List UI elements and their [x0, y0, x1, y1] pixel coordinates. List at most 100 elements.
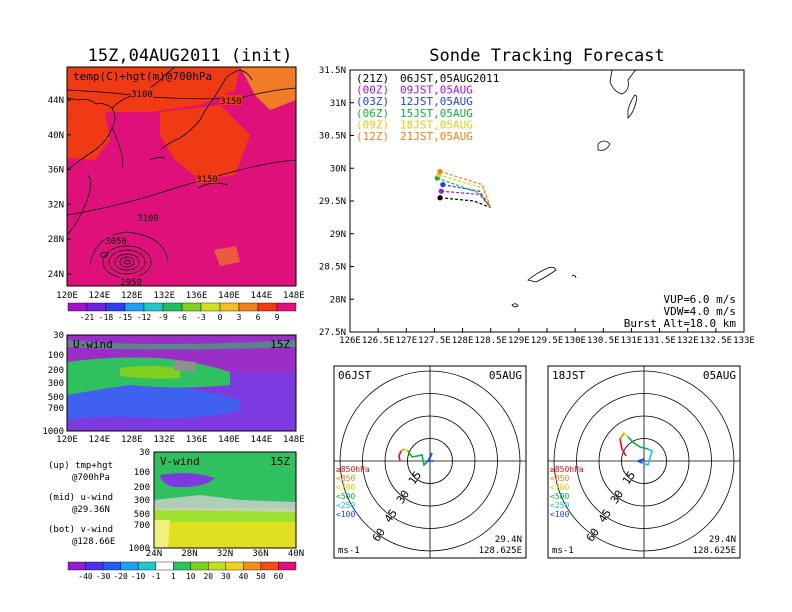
left-map-lon-tick: 148E: [283, 291, 305, 301]
uwind-lon-tick: 136E: [186, 435, 208, 445]
contour-label-6: 2950: [120, 278, 142, 288]
vwind-p-tick: 100: [134, 468, 150, 478]
uwind-lon-tick: 140E: [218, 435, 240, 445]
hodograph-time: 06JST: [338, 369, 371, 382]
param-vup-name: VUP=: [664, 293, 691, 306]
left-map-label: temp(C)+hgt(m)@700hPa: [73, 70, 212, 83]
temp-colorbar-label: -6: [177, 313, 187, 322]
vwind-gray-band: [154, 495, 296, 512]
hodograph-legend-item: <700: [336, 483, 355, 492]
track-legend-code: (09Z): [356, 118, 389, 131]
sonde-track-line: [441, 190, 492, 208]
track-lat-ticks: 31.5N 31N 30.5N 30N 29.5N 29N 28.5N 28N 27.5N: [319, 66, 354, 338]
temp-colorbar-label: 9: [275, 313, 280, 322]
hodograph-curve: [407, 450, 431, 467]
vwind-lat-tick: 36N: [252, 549, 268, 559]
left-map-contours: [66, 87, 297, 279]
wind-colorbar-label: 30: [221, 572, 231, 581]
hodograph-time: 18JST: [552, 369, 585, 382]
hodograph-curve: [619, 438, 627, 457]
left-map-hot-south: [214, 246, 240, 266]
temp-colorbar-swatch: [86, 302, 107, 312]
vwind-time: 15Z: [270, 455, 290, 468]
wind-colorbar-label: -1: [151, 572, 161, 581]
track-lon-tick: 127E: [395, 336, 417, 346]
wind-colorbar-swatch: [278, 561, 297, 571]
track-lon-tick: 126E: [339, 336, 361, 346]
temp-colorbar-label: 3: [237, 313, 242, 322]
wind-colorbar-label: 60: [274, 572, 284, 581]
temp-colorbar-swatch: [219, 302, 240, 312]
left-map-lon-tick: 132E: [153, 291, 175, 301]
wind-colorbar-label: 40: [239, 572, 249, 581]
hodograph-ring-label: 15: [406, 469, 424, 487]
temp-colorbar: -21 -18 -15 -12 -9 -6 -3 0 3 6 9: [67, 302, 297, 322]
temp-colorbar-label: -18: [99, 313, 114, 322]
contour-label-bg-5: [105, 235, 127, 245]
track-lat-tick: 31.5N: [319, 66, 346, 76]
vwind-left-patch: [154, 520, 170, 548]
hodograph-legend-item: <500: [336, 492, 355, 501]
uwind-time: 15Z: [270, 338, 290, 351]
notes: (up) tmp+hgt @700hPa (mid) u-wind @29.36…: [48, 461, 115, 547]
temp-colorbar-label: 0: [218, 313, 223, 322]
vwind-yellow-band: [154, 522, 296, 548]
contour-label-1: 3100: [131, 90, 153, 100]
temp-colorbar-swatch: [181, 302, 202, 312]
hodograph-curve: [619, 432, 625, 440]
track-lat-tick: 29.5N: [319, 197, 346, 207]
hodograph-legend-item: <250: [336, 501, 355, 510]
track-legend-code: (00Z): [356, 84, 389, 97]
left-map-lon-tick: 128E: [121, 291, 143, 301]
sonde-launch-point: [438, 188, 444, 194]
uwind-frame: [66, 334, 297, 432]
wind-colorbar-label: 50: [256, 572, 266, 581]
track-legend-code: (03Z): [356, 95, 389, 108]
wind-colorbar-label: -30: [96, 572, 111, 581]
track-frame: [349, 69, 745, 333]
wind-colorbar-swatch: [190, 561, 209, 571]
track-legend-time: 12JST,05AUG: [400, 95, 473, 108]
wind-colorbar-label: -10: [131, 572, 146, 581]
track-lon-tick: 131.5E: [643, 336, 676, 346]
temp-colorbar-label: -21: [80, 313, 95, 322]
contour-label-bg-2: [220, 95, 242, 105]
param-burst-name: Burst Alt=: [624, 317, 691, 330]
left-map: 3100 3150 3150 3100 3050 2950 temp(C)+hg…: [48, 66, 305, 301]
hodograph-ring-label: 30: [608, 488, 626, 506]
track-lat-tick: 27.5N: [319, 328, 346, 338]
vwind-lat-tick: 32N: [217, 549, 233, 559]
wind-colorbar-swatch: [137, 561, 156, 571]
track-lat-tick: 28.5N: [319, 263, 346, 273]
wind-colorbar-label: 10: [186, 572, 196, 581]
hodograph-legend-item: <500: [550, 492, 569, 501]
track-lat-tick: 31N: [330, 99, 346, 109]
vwind-p-tick: 200: [134, 483, 150, 493]
hodograph-curve: [641, 448, 653, 467]
track-lon-tick: 132.5E: [700, 336, 733, 346]
track-lon-tick: 130.5E: [587, 336, 620, 346]
param-burst-value: 18.0 km: [690, 317, 737, 330]
left-map-lat-tick: 24N: [48, 270, 64, 280]
left-map-lat-tick: 36N: [48, 166, 64, 176]
wind-colorbar-label: -40: [78, 572, 93, 581]
left-map-lat-ticks: 44N 40N 36N 32N 28N 24N: [48, 96, 71, 280]
uwind-lon-tick: 144E: [251, 435, 273, 445]
hodograph-unit: ms-1: [338, 546, 360, 556]
vwind-lat-ticks: 24N 28N 32N 36N 40N: [146, 549, 304, 559]
contour-label-bg-3: [196, 173, 218, 183]
hodograph-ring-label: 30: [394, 488, 412, 506]
sonde-tracks: [434, 168, 492, 209]
track-legend-time: 18JST,05AUG: [400, 118, 473, 131]
track-lon-tick: 128E: [452, 336, 474, 346]
sonde-track-line: [438, 174, 492, 208]
left-map-lon-ticks: 120E 124E 128E 132E 136E 140E 144E 148E: [56, 291, 304, 301]
vwind-lat-tick: 24N: [146, 549, 162, 559]
left-map-frame: [66, 66, 297, 287]
hodograph-legend-item: <700: [550, 483, 569, 492]
uwind-p-tick: 300: [48, 379, 64, 389]
